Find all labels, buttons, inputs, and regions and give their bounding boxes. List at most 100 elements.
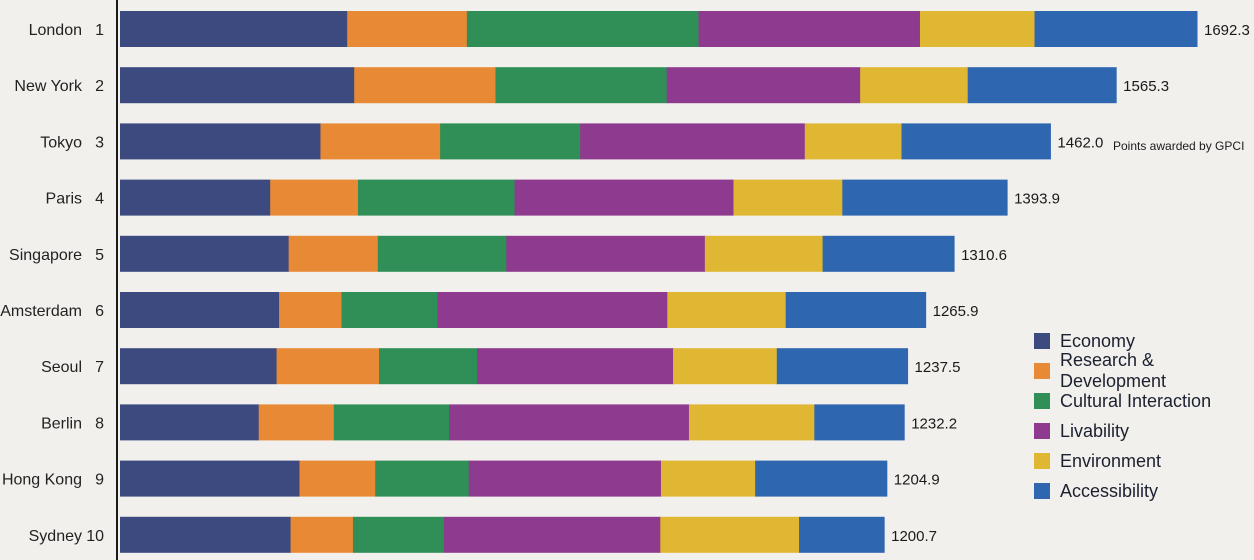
bar-environment-6	[667, 292, 787, 328]
bar-economy-7	[120, 348, 278, 385]
legend-swatch	[1034, 393, 1050, 409]
city-label: Paris	[46, 191, 82, 208]
legend-label: Environment	[1060, 450, 1162, 471]
bar-economy-9	[120, 460, 300, 497]
rank-label: 10	[86, 528, 104, 545]
bar-cultural-interaction-9	[375, 460, 470, 497]
city-label: Tokyo	[40, 134, 82, 151]
bar-accessibility-2	[967, 67, 1117, 104]
bar-research-development-3	[320, 123, 441, 160]
bar-cultural-interaction-4	[358, 179, 516, 216]
bar-livability-9	[468, 460, 662, 497]
bar-cultural-interaction-1	[466, 11, 699, 47]
legend-swatch	[1034, 363, 1050, 379]
bar-accessibility-3	[901, 123, 1051, 160]
city-label: New York	[14, 78, 83, 95]
bar-cultural-interaction-7	[379, 348, 478, 385]
bar-research-development-9	[299, 460, 376, 497]
bar-cultural-interaction-3	[440, 123, 581, 160]
bar-accessibility-7	[776, 348, 909, 385]
bar-livability-7	[477, 348, 674, 385]
city-label: Amsterdam	[0, 303, 82, 320]
bar-environment-10	[660, 516, 800, 553]
bar-research-development-5	[288, 235, 379, 272]
bar-livability-10	[443, 516, 661, 553]
rank-label: 4	[95, 191, 104, 208]
bar-environment-5	[704, 235, 824, 272]
legend-label: Economy	[1060, 330, 1136, 351]
bar-livability-4	[514, 179, 735, 216]
bar-research-development-1	[347, 11, 468, 47]
bar-livability-3	[580, 123, 806, 160]
bar-economy-10	[120, 516, 292, 553]
city-label: Hong Kong	[2, 472, 82, 489]
bar-economy-5	[120, 235, 290, 272]
total-value-label: 1204.9	[894, 472, 940, 489]
bar-environment-2	[860, 67, 969, 104]
annotation-label: Points awarded by GPCI	[1113, 139, 1244, 153]
total-value-label: 1692.3	[1204, 22, 1250, 39]
legend-item: Cultural Interaction	[1034, 386, 1254, 416]
legend-swatch	[1034, 453, 1050, 469]
bar-environment-9	[660, 460, 756, 497]
bar-cultural-interaction-5	[377, 235, 507, 272]
labels-group: London 1 1692.3 New York 2 1565.3 Tokyo 3 1462.0…	[0, 22, 1250, 545]
bar-environment-8	[688, 404, 815, 441]
bar-cultural-interaction-8	[333, 404, 450, 441]
bar-cultural-interaction-2	[495, 67, 668, 104]
legend-swatch	[1034, 333, 1050, 349]
bars-group	[120, 11, 1198, 553]
rank-label: 7	[95, 359, 104, 376]
bar-environment-7	[673, 348, 778, 385]
legend: Economy Research & Development Cultural In…	[1034, 326, 1254, 506]
legend-swatch	[1034, 483, 1050, 499]
bar-economy-2	[120, 67, 355, 104]
legend-item: Research & Development	[1034, 350, 1254, 391]
bar-accessibility-6	[785, 292, 927, 328]
bar-research-development-8	[258, 404, 335, 441]
bar-livability-6	[437, 292, 668, 328]
bar-livability-5	[506, 235, 706, 272]
legend-item: Economy	[1034, 326, 1254, 356]
total-value-label: 1237.5	[915, 359, 961, 376]
rank-label: 1	[95, 22, 104, 39]
bar-research-development-6	[279, 292, 342, 328]
bar-livability-1	[698, 11, 921, 47]
bar-cultural-interaction-6	[341, 292, 439, 328]
bar-research-development-2	[354, 67, 496, 104]
total-value-label: 1232.2	[911, 415, 957, 432]
bar-research-development-7	[276, 348, 380, 385]
rank-label: 8	[95, 415, 104, 432]
total-value-label: 1462.0	[1057, 134, 1103, 151]
bar-environment-3	[804, 123, 903, 160]
bar-livability-8	[449, 404, 690, 441]
bar-research-development-4	[270, 179, 359, 216]
rank-label: 3	[95, 134, 104, 151]
rank-label: 6	[95, 303, 104, 320]
bar-cultural-interaction-10	[352, 516, 445, 553]
legend-label: Research & Development	[1060, 350, 1167, 391]
bar-economy-8	[120, 404, 260, 441]
legend-swatch	[1034, 423, 1050, 439]
legend-label: Accessibility	[1060, 480, 1159, 501]
bar-accessibility-1	[1034, 11, 1198, 47]
bar-accessibility-4	[842, 179, 1008, 216]
total-value-label: 1265.9	[933, 303, 979, 320]
legend-item: Environment	[1034, 446, 1254, 476]
city-label: Berlin	[41, 415, 82, 432]
bar-accessibility-9	[755, 460, 888, 497]
bar-economy-1	[120, 11, 348, 47]
legend-item: Accessibility	[1034, 476, 1254, 506]
bar-economy-4	[120, 179, 271, 216]
legend-item: Livability	[1034, 416, 1254, 446]
bar-environment-1	[919, 11, 1036, 47]
city-label: Singapore	[9, 247, 82, 264]
rank-label: 2	[95, 78, 104, 95]
bar-research-development-10	[290, 516, 354, 553]
city-label: Seoul	[41, 359, 82, 376]
bar-accessibility-8	[814, 404, 905, 441]
bar-accessibility-10	[799, 516, 885, 553]
city-label: London	[29, 22, 82, 39]
bar-economy-3	[120, 123, 321, 160]
